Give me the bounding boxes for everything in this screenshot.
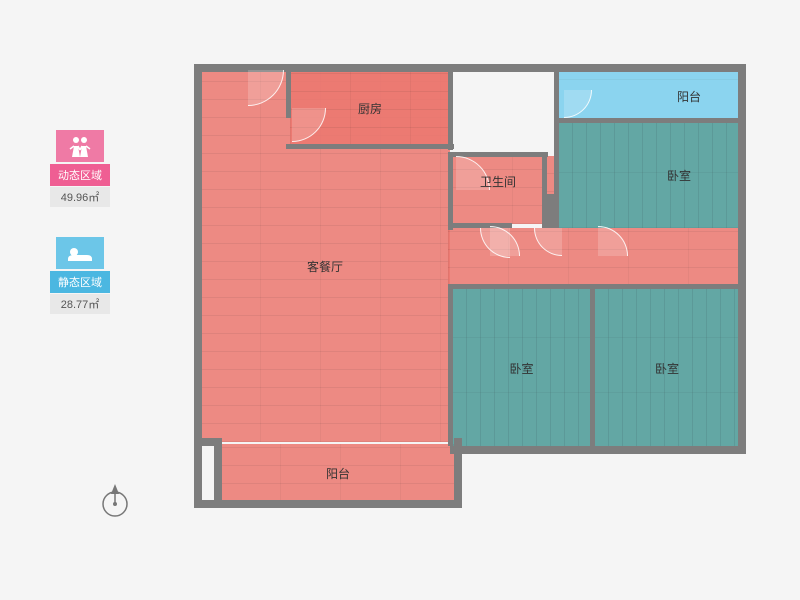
sleep-icon: [56, 237, 104, 269]
room-label-bedroom-ne: 卧室: [667, 167, 691, 184]
room-label-bathroom: 卫生间: [480, 173, 516, 190]
legend-static: 静态区域 28.77㎡: [50, 237, 110, 314]
wall-outer: [194, 500, 462, 508]
legend-dynamic-title: 动态区域: [50, 164, 110, 186]
room-bedroom-sw: 卧室: [452, 288, 591, 448]
wall-inner: [448, 284, 453, 446]
legend-panel: 动态区域 49.96㎡ 静态区域 28.77㎡: [50, 130, 110, 344]
wall-inner: [286, 144, 454, 149]
wall-outer: [450, 446, 746, 454]
wall-inner: [286, 70, 291, 118]
legend-static-value: 28.77㎡: [50, 294, 110, 314]
legend-dynamic: 动态区域 49.96㎡: [50, 130, 110, 207]
legend-static-title: 静态区域: [50, 271, 110, 293]
room-label-balcony-s: 阳台: [326, 465, 350, 482]
wall-inner: [448, 152, 453, 230]
room-label-bedroom-se: 卧室: [655, 360, 679, 377]
room-label-balcony-n: 阳台: [677, 88, 701, 105]
room-bedroom-se: 卧室: [594, 288, 740, 448]
wall-inner: [558, 118, 742, 123]
wall-inner: [554, 70, 559, 228]
wall-inner: [448, 70, 453, 150]
wall-outer: [214, 438, 222, 508]
room-bedroom-ne: 卧室: [558, 122, 740, 228]
people-icon: [56, 130, 104, 162]
room-label-kitchen: 厨房: [358, 100, 382, 117]
compass-icon: [95, 480, 135, 520]
room-balcony-south: 阳台: [220, 444, 456, 502]
wall-inner: [590, 284, 595, 450]
wall-inner: [448, 284, 742, 289]
legend-dynamic-value: 49.96㎡: [50, 187, 110, 207]
floor-texture: [558, 122, 740, 228]
room-label-living: 客餐厅: [307, 258, 343, 275]
floorplan: 客餐厅 厨房 卫生间 阳台 阳台 卧室 卧室 卧室: [190, 60, 750, 520]
room-label-bedroom-sw: 卧室: [509, 360, 533, 377]
wall-outer: [194, 438, 214, 446]
